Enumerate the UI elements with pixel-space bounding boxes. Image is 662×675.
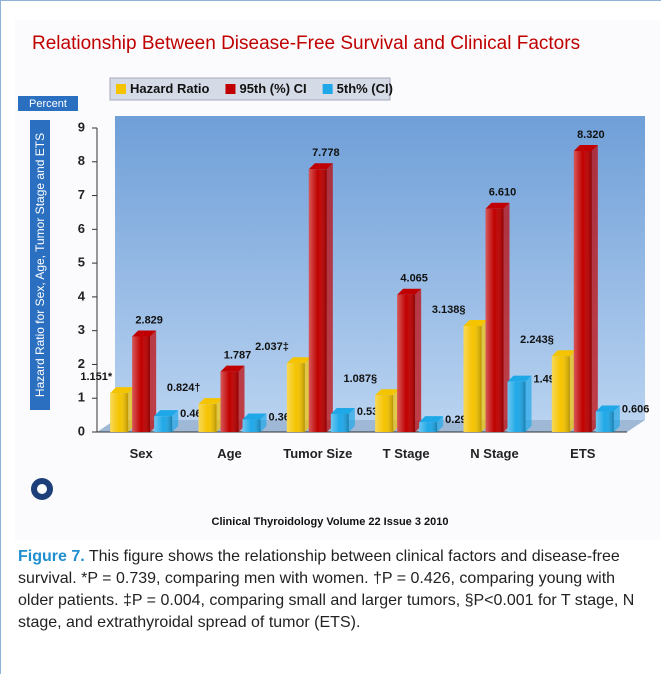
bar-top [463, 320, 488, 327]
y-axis-label: Hazard Ratio for Sex, Age, Tumor Stage a… [33, 133, 47, 397]
bar-top [595, 405, 620, 412]
bar-sheen [154, 416, 173, 432]
value-label: 1.151* [80, 371, 113, 383]
bar-sheen [198, 404, 217, 432]
value-label: 1.787 [224, 350, 252, 362]
value-label: 3.138§ [432, 304, 466, 316]
bar-top [286, 357, 311, 364]
bar-sheen [595, 411, 614, 432]
footer: Clinical Thyroidology Volume 22 Issue 3 … [212, 516, 449, 528]
y-tick-label: 7 [78, 187, 85, 202]
bar-side [150, 330, 157, 432]
legend-swatch [116, 84, 126, 94]
bar-top [308, 163, 333, 170]
bar-side [437, 416, 444, 432]
bar-sheen [573, 150, 592, 433]
bar-top [573, 144, 598, 151]
bar-side [591, 144, 598, 433]
bar-top [132, 330, 157, 337]
bar-top [507, 375, 532, 382]
bar-sheen [308, 169, 327, 433]
legend-label: 5th% (CI) [337, 81, 393, 96]
bar-top [419, 416, 444, 423]
bar-sheen [485, 208, 504, 432]
y-tick-label: 5 [78, 255, 85, 270]
x-tick-label: N Stage [470, 446, 519, 461]
legend-swatch [225, 84, 236, 94]
x-tick-label: T Stage [382, 446, 430, 461]
bar-top [375, 389, 400, 396]
bar-top [485, 202, 510, 209]
value-label: 4.065 [400, 273, 428, 285]
caption: Figure 7. This figure shows the relation… [18, 546, 648, 634]
y-tick-label: 9 [78, 119, 85, 134]
y-label-box [30, 120, 50, 410]
bar-sheen [132, 336, 151, 432]
bar-side [613, 405, 620, 432]
value-label: 0.606 [622, 403, 650, 415]
chart-title: Relationship Between Disease-Free Surviv… [32, 33, 580, 54]
y-tick-label: 4 [78, 288, 86, 303]
y-tick-label: 3 [78, 322, 85, 337]
value-label: 7.778 [312, 147, 340, 159]
bar-side [260, 413, 267, 432]
unit-label: Percent [29, 98, 67, 110]
bar-side [503, 202, 510, 432]
x-tick-label: Age [217, 446, 242, 461]
caption-text: This figure shows the relationship betwe… [18, 548, 635, 631]
bar-sheen [397, 294, 416, 432]
unit-box [18, 96, 78, 111]
bar-sheen [330, 413, 349, 432]
caption-label: Figure 7. [18, 548, 85, 565]
bar-top [551, 350, 576, 357]
bar-top [154, 410, 179, 417]
bar-side [525, 375, 532, 432]
bar-sheen [286, 363, 305, 432]
bar-sheen [419, 422, 438, 432]
bar-side [326, 163, 333, 433]
bar-sheen [220, 371, 239, 432]
bar-sheen [551, 356, 570, 432]
bar-sheen [463, 326, 482, 432]
y-tick-label: 1 [78, 390, 85, 405]
bar-top [242, 413, 267, 420]
y-tick-label: 6 [78, 221, 85, 236]
value-label: 1.49 [534, 374, 555, 386]
legend-swatch [322, 84, 333, 94]
bar-sheen [507, 381, 526, 432]
value-label: 2.243§ [520, 334, 554, 346]
bar-top [397, 288, 422, 295]
value-label: 0.824† [167, 382, 201, 394]
bar-side [238, 365, 245, 432]
value-label: 8.320 [577, 129, 605, 141]
bar-top [198, 398, 223, 405]
bar-side [415, 288, 422, 432]
bar-side [172, 410, 179, 432]
x-tick-label: Sex [129, 446, 153, 461]
bar-top [110, 387, 135, 394]
chart: Relationship Between Disease-Free Surviv… [18, 33, 650, 528]
bar-top [330, 407, 355, 414]
legend-label: Hazard Ratio [130, 81, 210, 96]
x-tick-label: ETS [570, 446, 596, 461]
x-tick-label: Tumor Size [283, 446, 353, 461]
y-tick-label: 2 [78, 356, 85, 371]
bar-top [220, 365, 245, 372]
value-label: 2.829 [135, 314, 163, 326]
bar-sheen [375, 395, 394, 432]
legend-box [109, 77, 391, 101]
value-label: 1.087§ [344, 373, 378, 385]
value-label: 6.610 [489, 187, 517, 199]
bar-sheen [110, 393, 129, 432]
y-tick-label: 8 [78, 153, 85, 168]
bar-sheen [242, 419, 261, 432]
y-tick-label: 0 [78, 423, 85, 438]
legend-label: 95th (%) CI [239, 81, 306, 96]
value-label: 2.037‡ [255, 341, 289, 353]
logo-inner [37, 484, 47, 494]
bar-side [348, 407, 355, 432]
